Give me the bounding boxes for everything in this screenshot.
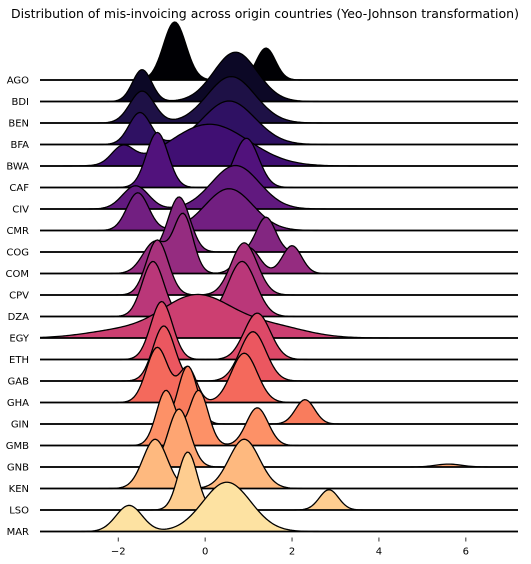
x-tick-label: −2 (111, 547, 126, 558)
ridge-area (40, 165, 518, 209)
ridge-area (40, 22, 518, 81)
ridge-area (40, 409, 518, 467)
ridge-label-civ: CIV (12, 205, 29, 216)
ridge-area (40, 347, 518, 403)
ridge-bfa: BFA (10, 100, 518, 151)
x-tick-label: 6 (463, 547, 469, 558)
ridge-mar: MAR (7, 481, 518, 538)
ridge-ken: KEN (9, 438, 518, 495)
ridge-civ: CIV (12, 164, 518, 216)
ridge-gin: GIN (11, 365, 518, 431)
ridge-label-cmr: CMR (6, 226, 29, 237)
ridge-label-lso: LSO (9, 506, 29, 517)
x-tick-label: 0 (202, 547, 208, 558)
ridge-label-ben: BEN (8, 119, 29, 130)
ridge-label-egy: EGY (9, 334, 30, 345)
ridge-label-mar: MAR (7, 527, 29, 538)
ridge-area (40, 101, 518, 145)
ridge-label-bfa: BFA (10, 140, 29, 151)
ridge-label-com: COM (6, 269, 29, 280)
ridge-area (40, 439, 518, 489)
ridge-label-gin: GIN (11, 420, 29, 431)
ridge-mask (40, 452, 518, 510)
chart-title: Distribution of mis-invoicing across ori… (11, 6, 519, 21)
ridge-gnb: GNB (7, 408, 518, 474)
ridge-bdi: BDI (11, 51, 518, 108)
ridge-caf: CAF (9, 131, 518, 194)
ridge-cog: COG (6, 196, 518, 259)
ridge-label-ago: AGO (7, 76, 29, 87)
ridge-label-gnb: GNB (7, 463, 29, 474)
ridge-label-bdi: BDI (11, 97, 29, 108)
ridge-label-bwa: BWA (6, 162, 29, 173)
ridge-area (40, 452, 518, 510)
ridge-ago: AGO (7, 21, 518, 87)
ridge-area (40, 197, 518, 252)
x-tick-label: 2 (289, 547, 295, 558)
ridge-gmb: GMB (6, 389, 518, 452)
ridge-mask (40, 390, 518, 446)
ridge-cmr: CMR (6, 188, 518, 237)
ridge-label-cpv: CPV (9, 291, 29, 302)
ridge-label-cog: COG (6, 248, 29, 259)
ridge-label-eth: ETH (9, 355, 29, 366)
ridge-ben: BEN (8, 75, 518, 130)
ridge-label-gmb: GMB (6, 441, 29, 452)
ridge-outline (40, 389, 518, 447)
ridge-area (40, 132, 518, 188)
ridge-area (40, 482, 518, 532)
ridge-lso: LSO (9, 451, 518, 517)
ridge-label-caf: CAF (9, 183, 29, 194)
ridge-outline (40, 451, 518, 511)
ridge-label-gab: GAB (8, 377, 30, 388)
x-tick-label: 4 (376, 547, 382, 558)
ridge-gha: GHA (7, 346, 518, 409)
ridges-group: AGO BDI BEN BFA BWA CAF CIV CMR COG COM CPV DZA EGY E… (6, 21, 518, 538)
ridge-area (40, 188, 518, 231)
ridge-area (40, 390, 518, 446)
ridge-label-ken: KEN (9, 484, 29, 495)
ridge-mask (40, 409, 518, 467)
ridge-outline (40, 408, 518, 468)
x-axis: −2 0 2 4 6 (111, 537, 469, 558)
ridge-label-dza: DZA (8, 312, 30, 323)
ridge-label-gha: GHA (7, 398, 29, 409)
